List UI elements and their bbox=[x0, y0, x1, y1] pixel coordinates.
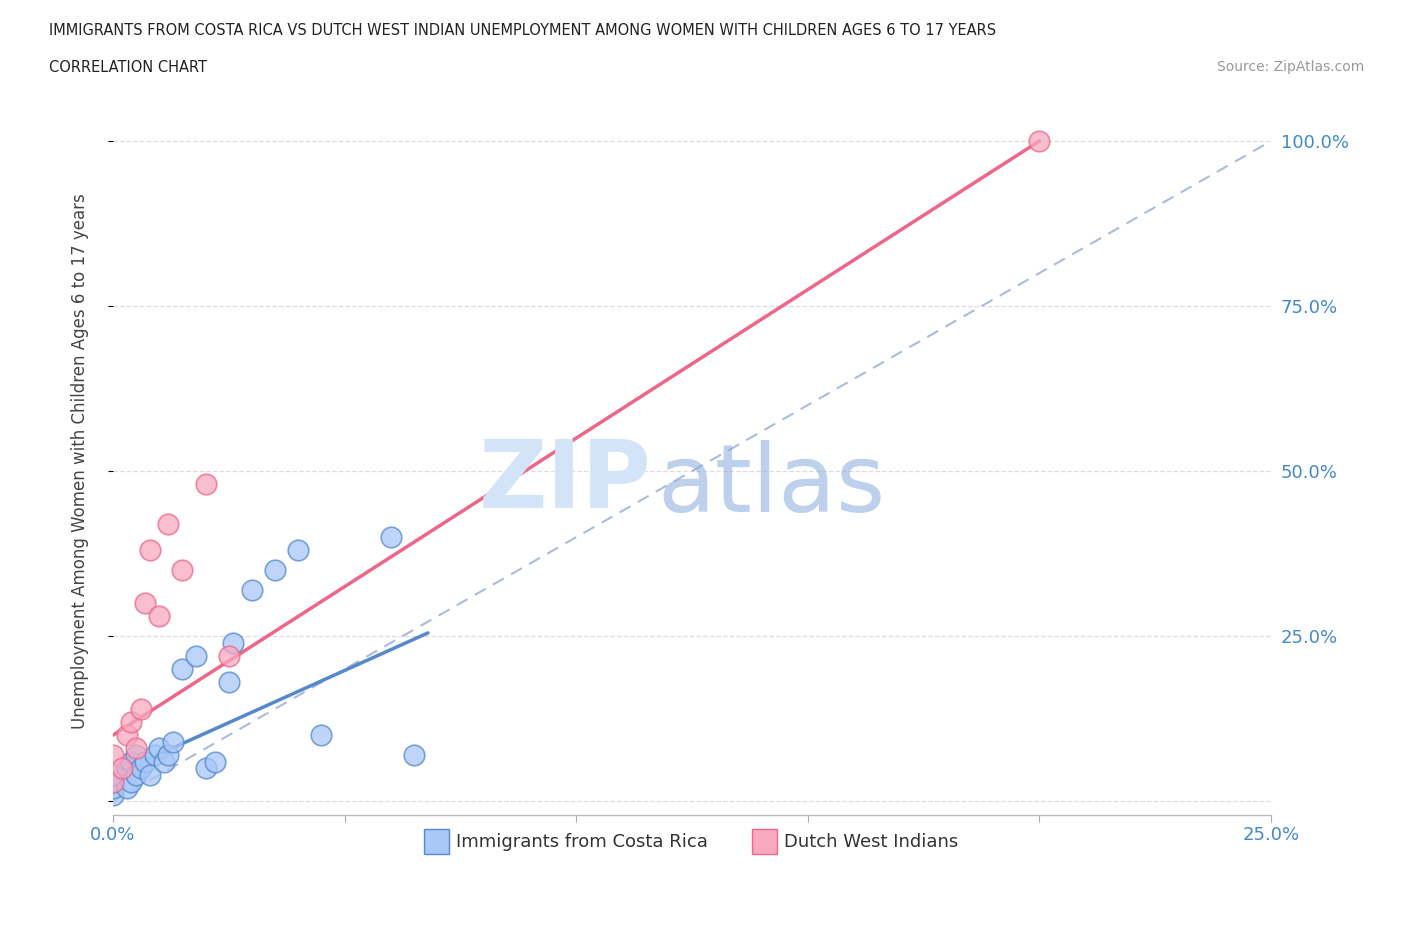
Point bbox=[101, 767, 124, 782]
Point bbox=[125, 748, 148, 763]
Point bbox=[204, 754, 226, 769]
Point bbox=[240, 582, 263, 597]
Point bbox=[134, 596, 156, 611]
Point bbox=[115, 761, 138, 776]
Point bbox=[101, 780, 124, 795]
Point bbox=[172, 662, 194, 677]
Text: IMMIGRANTS FROM COSTA RICA VS DUTCH WEST INDIAN UNEMPLOYMENT AMONG WOMEN WITH CH: IMMIGRANTS FROM COSTA RICA VS DUTCH WEST… bbox=[49, 23, 997, 38]
Legend: Immigrants from Costa Rica, Dutch West Indians: Immigrants from Costa Rica, Dutch West I… bbox=[419, 826, 966, 858]
Point bbox=[194, 761, 217, 776]
Point bbox=[139, 767, 162, 782]
Point bbox=[222, 635, 245, 650]
Point bbox=[148, 741, 170, 756]
Point bbox=[287, 543, 309, 558]
Text: CORRELATION CHART: CORRELATION CHART bbox=[49, 60, 207, 75]
Point bbox=[153, 754, 176, 769]
Point bbox=[115, 780, 138, 795]
Point bbox=[1028, 134, 1050, 149]
Point bbox=[311, 728, 333, 743]
Point bbox=[129, 761, 152, 776]
Point bbox=[157, 516, 180, 531]
Point bbox=[139, 543, 162, 558]
Point bbox=[402, 748, 425, 763]
Text: atlas: atlas bbox=[657, 440, 886, 532]
Point bbox=[101, 788, 124, 803]
Point bbox=[194, 477, 217, 492]
Point bbox=[148, 609, 170, 624]
Point bbox=[101, 774, 124, 789]
Point bbox=[111, 761, 134, 776]
Point bbox=[157, 748, 180, 763]
Point bbox=[218, 648, 240, 663]
Point bbox=[120, 754, 142, 769]
Point bbox=[218, 675, 240, 690]
Point bbox=[172, 563, 194, 578]
Point bbox=[101, 774, 124, 789]
Point bbox=[125, 767, 148, 782]
Point bbox=[115, 728, 138, 743]
Point bbox=[134, 754, 156, 769]
Point bbox=[162, 735, 184, 750]
Point bbox=[186, 648, 208, 663]
Text: Source: ZipAtlas.com: Source: ZipAtlas.com bbox=[1216, 60, 1364, 74]
Point bbox=[101, 748, 124, 763]
Point bbox=[143, 748, 166, 763]
Point bbox=[120, 774, 142, 789]
Y-axis label: Unemployment Among Women with Children Ages 6 to 17 years: Unemployment Among Women with Children A… bbox=[72, 193, 89, 729]
Point bbox=[380, 530, 402, 545]
Point bbox=[264, 563, 287, 578]
Point bbox=[129, 701, 152, 716]
Text: ZIP: ZIP bbox=[478, 436, 651, 528]
Point bbox=[120, 714, 142, 729]
Point bbox=[125, 741, 148, 756]
